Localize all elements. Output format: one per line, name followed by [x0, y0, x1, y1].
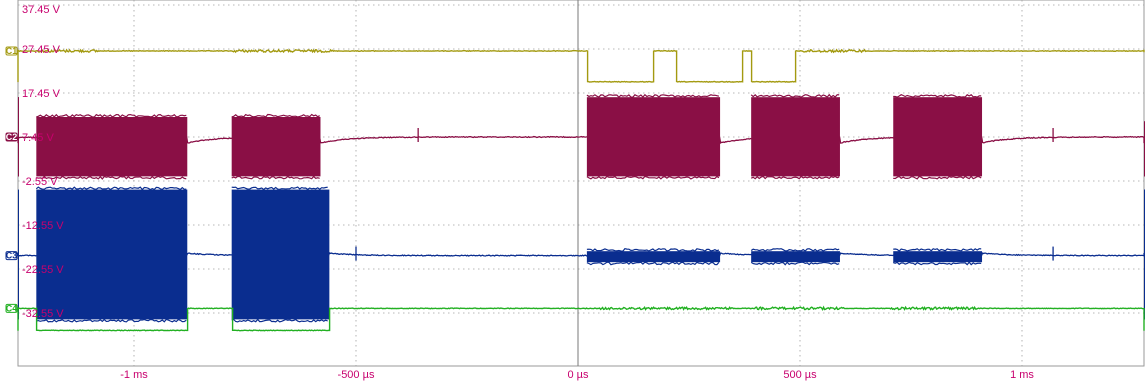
burst — [1144, 121, 1145, 177]
burst-edge-bottom — [36, 175, 187, 180]
burst — [751, 97, 840, 177]
y-tick-label: -12.55 V — [22, 220, 64, 232]
channel-label: C3 — [6, 251, 18, 261]
burst-edge-bottom — [586, 261, 720, 266]
trace-line — [17, 48, 1145, 83]
burst-edge-bottom — [750, 261, 840, 266]
channel-marker-c3[interactable]: C3 — [5, 251, 18, 261]
y-tick-label: -2.55 V — [22, 176, 58, 188]
x-tick-label: 1 ms — [1010, 369, 1034, 381]
channel-marker-box — [5, 132, 18, 142]
x-tick-label: 500 µs — [783, 369, 817, 381]
burst-edge-top — [36, 113, 187, 118]
channel-marker-box — [5, 46, 18, 56]
burst-edge-bottom — [750, 175, 840, 180]
trace-c3 — [17, 186, 1145, 323]
burst — [893, 251, 983, 263]
channel-marker-box — [5, 251, 18, 261]
trace-c4 — [17, 305, 1145, 332]
burst — [36, 116, 188, 177]
burst-edge-bottom — [231, 318, 328, 323]
burst — [1144, 189, 1145, 320]
y-tick-label: -32.55 V — [22, 308, 64, 320]
x-tick-label: -1 ms — [120, 369, 148, 381]
channel-marker-box — [5, 303, 18, 313]
burst — [18, 116, 19, 177]
burst-edge-bottom — [893, 175, 982, 180]
burst-edge-top — [586, 93, 720, 99]
burst-edge-top — [893, 94, 982, 98]
y-tick-label: 27.45 V — [22, 44, 61, 56]
channel-marker-c1[interactable]: C1 — [5, 46, 18, 56]
y-tick-label: -22.55 V — [22, 264, 64, 276]
y-tick-label: 7.45 V — [22, 132, 54, 144]
trace-c2 — [17, 93, 1145, 180]
burst — [586, 97, 721, 177]
burst-edge-top — [231, 186, 328, 191]
channel-label: C2 — [6, 132, 18, 142]
channel-marker-c2[interactable]: C2 — [5, 132, 18, 142]
burst — [36, 189, 188, 320]
x-tick-label: -500 µs — [338, 369, 375, 381]
burst-edge-top — [586, 248, 720, 252]
burst — [231, 189, 330, 320]
plot-area — [17, 0, 1145, 367]
channel-markers: C1 C2 C3 C4 — [5, 46, 18, 313]
burst-edge-bottom — [231, 175, 320, 180]
burst-edge-top — [750, 93, 840, 98]
burst — [586, 251, 721, 263]
burst-edge-bottom — [586, 175, 720, 180]
x-tick-label: 0 µs — [567, 369, 589, 381]
burst-edge-bottom — [893, 261, 982, 266]
channel-label: C1 — [6, 46, 18, 56]
burst — [231, 116, 321, 177]
channel-marker-c4[interactable]: C4 — [5, 303, 18, 313]
burst — [893, 97, 983, 177]
channel-label: C4 — [6, 303, 18, 313]
tick-labels: 37.45 V 27.45 V 17.45 V 7.45 V -2.55 V -12.55… — [22, 4, 1034, 381]
trace-line — [17, 305, 1145, 332]
y-tick-label: 17.45 V — [22, 88, 61, 100]
burst-edge-top — [893, 248, 982, 252]
y-tick-label: 37.45 V — [22, 4, 61, 16]
burst-edge-top — [35, 186, 187, 191]
trace-c1 — [17, 48, 1145, 83]
burst-edge-top — [231, 113, 320, 118]
burst — [18, 189, 19, 320]
burst — [751, 251, 840, 263]
traces — [17, 48, 1145, 332]
burst-edge-top — [750, 248, 840, 252]
burst-edge-bottom — [36, 318, 187, 323]
